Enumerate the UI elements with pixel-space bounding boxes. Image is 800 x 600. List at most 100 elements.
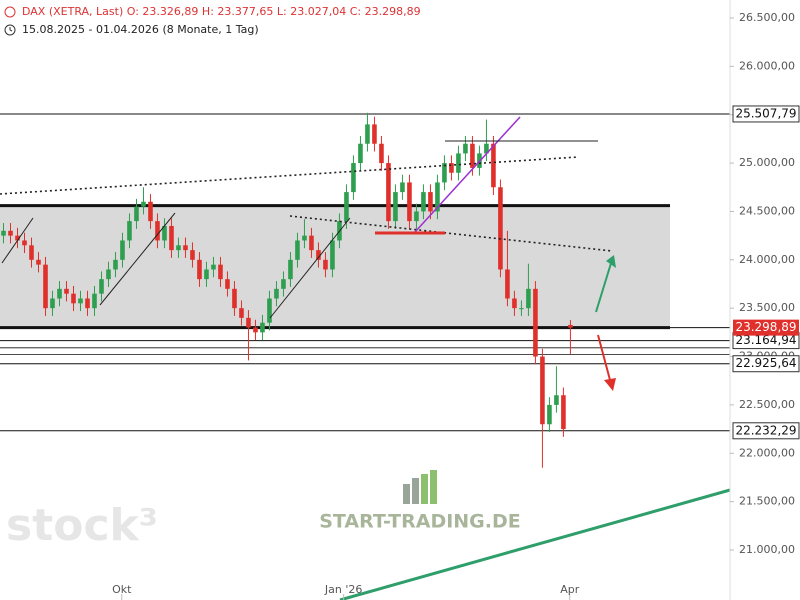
last-price-label: 23.298,89: [735, 320, 796, 334]
candle-body: [309, 235, 314, 251]
y-tick-label: 22.000,00: [739, 446, 795, 459]
candle-body: [463, 143, 468, 154]
candle-body: [295, 240, 300, 260]
candle-body: [393, 192, 398, 222]
price-label: 23.164,94: [735, 333, 796, 347]
candle-body: [43, 264, 48, 309]
candle-body: [274, 288, 279, 299]
candle-body: [15, 235, 20, 241]
x-tick-label: Apr: [560, 583, 580, 596]
y-tick-label: 26.500,00: [739, 11, 795, 24]
candle-body: [176, 245, 181, 251]
x-tick-label: Jan '26: [324, 583, 362, 596]
watermark-group: stock³ START-TRADING.DE: [6, 470, 521, 551]
candle-body: [400, 182, 405, 193]
candle-body: [92, 293, 97, 309]
price-label-box: [732, 105, 800, 123]
candle-body: [442, 163, 447, 183]
candle-body: [540, 356, 545, 425]
candle-body: [498, 187, 503, 270]
y-tick-label: 21.000,00: [739, 543, 795, 556]
candle-body: [512, 298, 517, 309]
price-label: 22.925,64: [735, 356, 796, 370]
candle-body: [351, 163, 356, 193]
candle-body: [1, 230, 6, 236]
y-tick-label: 24.000,00: [739, 253, 795, 266]
candle-body: [106, 269, 111, 280]
price-label: 22.232,29: [735, 423, 796, 437]
candle-body: [344, 192, 349, 222]
candle-body: [421, 192, 426, 212]
header-period: 15.08.2025 - 01.04.2026 (8 Monate, 1 Tag…: [22, 23, 259, 36]
candle-body: [71, 293, 76, 304]
candle-body: [183, 245, 188, 251]
candle-body: [22, 240, 27, 246]
last-price-box: [733, 319, 799, 336]
candle-body: [253, 327, 258, 333]
candle-body: [190, 250, 195, 260]
candle-body: [526, 288, 531, 309]
candle-body: [141, 201, 146, 207]
y-tick-label: 25.000,00: [739, 156, 795, 169]
candle-body: [491, 143, 496, 188]
candle-body: [428, 192, 433, 212]
candle-body: [358, 143, 363, 164]
candle-body: [127, 221, 132, 241]
candle-body: [246, 317, 251, 328]
plot: [0, 112, 730, 468]
candle-body: [232, 288, 237, 309]
candle-body: [134, 206, 139, 222]
candle-body: [113, 259, 118, 270]
candle-body: [260, 322, 265, 333]
candle-body: [218, 264, 223, 280]
candle-body: [414, 211, 419, 222]
candle-body: [554, 395, 559, 405]
candle-body: [316, 250, 321, 260]
candle-body: [239, 308, 244, 318]
y-tick-label: 26.000,00: [739, 59, 795, 72]
candle-body: [162, 225, 167, 241]
candle-body: [323, 259, 328, 270]
candle-body: [484, 143, 489, 154]
candle-body: [330, 240, 335, 270]
y-tick-label: 24.500,00: [739, 204, 795, 217]
candle-body: [8, 230, 13, 236]
drawings: [0, 116, 731, 600]
candle-body: [435, 182, 440, 212]
candle-body: [281, 279, 286, 289]
candle-body: [372, 124, 377, 144]
logo-icon: [403, 470, 437, 504]
candle-body: [386, 163, 391, 222]
candle-body: [547, 404, 552, 425]
candle-body: [120, 240, 125, 260]
logo-text: START-TRADING.DE: [319, 511, 521, 533]
candle-body: [365, 124, 370, 144]
candle-body: [155, 221, 160, 241]
watermark: stock³: [6, 500, 158, 551]
candle-body: [302, 235, 307, 241]
candle-body: [561, 395, 566, 430]
candle-body: [519, 308, 524, 310]
candle-body: [204, 269, 209, 280]
candle-body: [379, 143, 384, 164]
candle-body: [57, 288, 62, 299]
candle-body: [64, 288, 69, 294]
candle-body: [211, 264, 216, 270]
zone: [0, 205, 670, 328]
candle-body: [449, 163, 454, 173]
candle-body: [225, 279, 230, 289]
candle-body: [29, 245, 34, 260]
x-tick-label: Okt: [112, 583, 132, 596]
price-label-box: [732, 355, 800, 373]
candle-body: [148, 201, 153, 222]
y-tick-label: 22.500,00: [739, 398, 795, 411]
y-tick-label: 21.500,00: [739, 495, 795, 508]
candle-body: [568, 324, 573, 328]
candle-body: [169, 225, 174, 251]
candle-body: [197, 259, 202, 280]
price-label-box: [732, 422, 800, 440]
candle-body: [267, 298, 272, 323]
price-label: 25.507,79: [735, 106, 796, 120]
candle-body: [50, 298, 55, 309]
